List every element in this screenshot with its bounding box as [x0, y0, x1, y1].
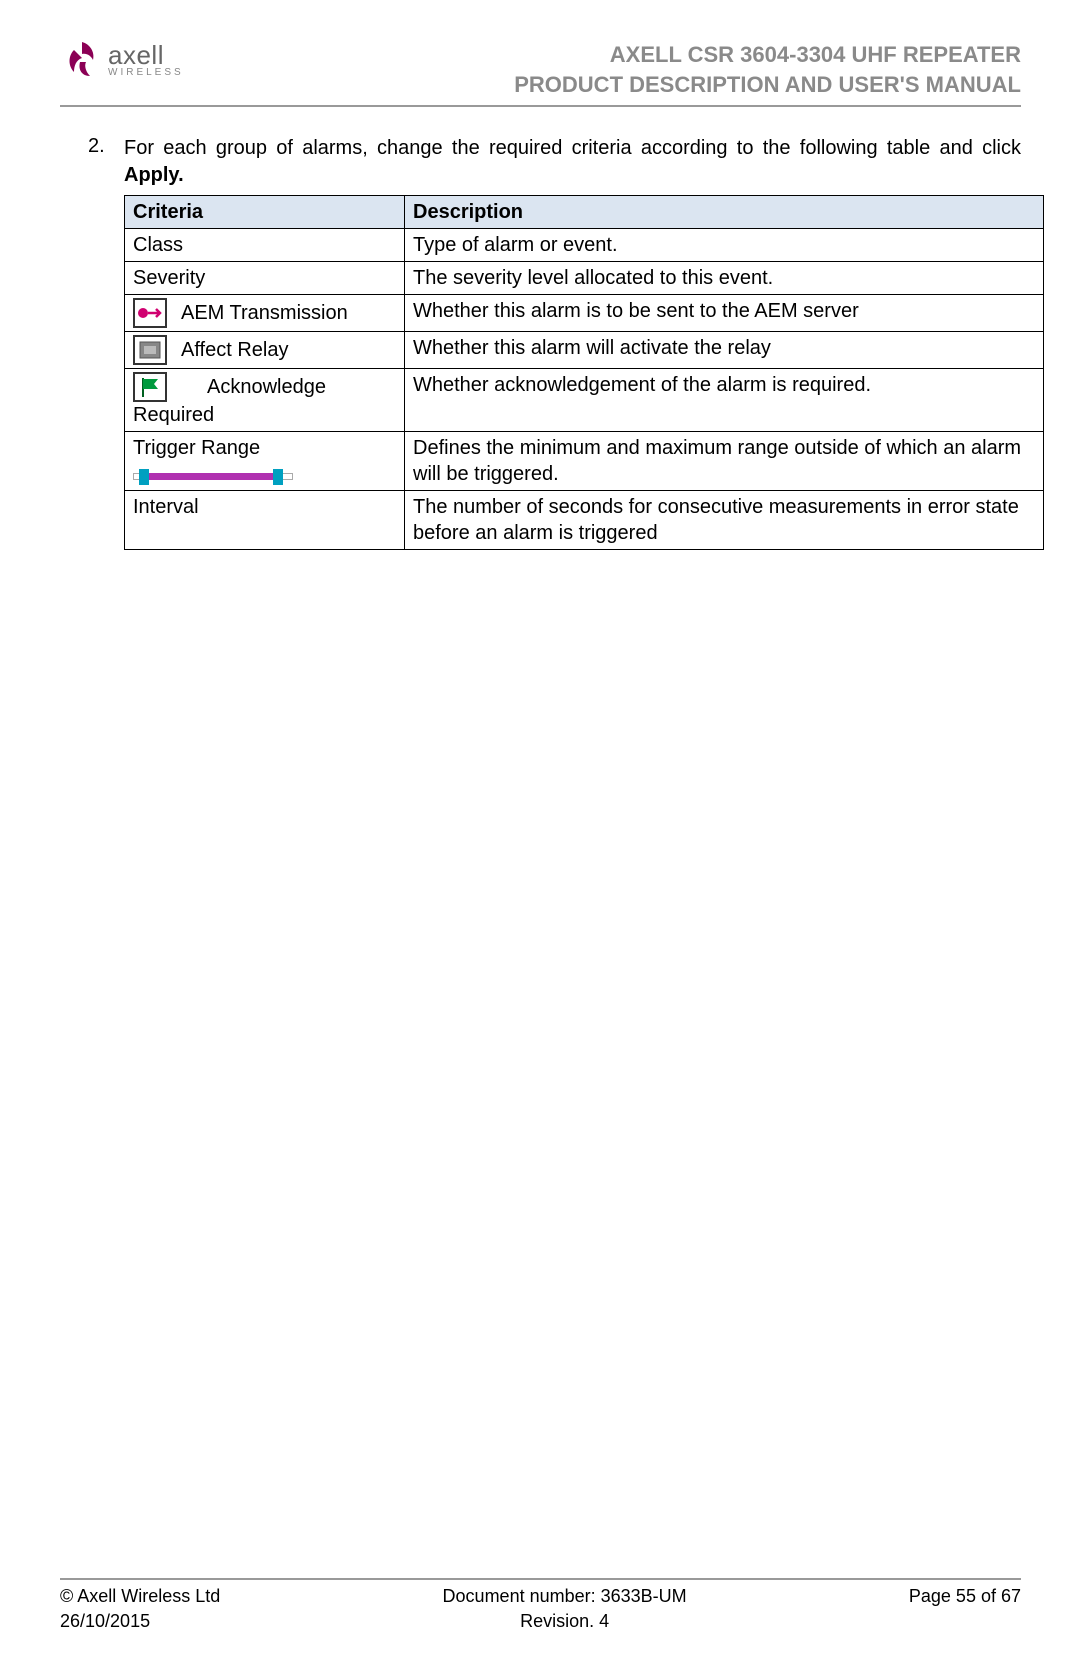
page-header: axell WIRELESS AXELL CSR 3604-3304 UHF R… — [60, 40, 1021, 107]
logo-name: axell — [108, 42, 184, 68]
footer-left: © Axell Wireless Ltd 26/10/2015 — [60, 1584, 220, 1633]
footer-center: Document number: 3633B-UM Revision. 4 — [443, 1584, 687, 1633]
description-cell: Whether this alarm will activate the rel… — [405, 332, 1044, 369]
description-cell: The severity level allocated to this eve… — [405, 262, 1044, 295]
footer-date: 26/10/2015 — [60, 1609, 220, 1633]
description-cell: Whether this alarm is to be sent to the … — [405, 295, 1044, 332]
description-cell: Whether acknowledgement of the alarm is … — [405, 369, 1044, 432]
title-line-1: AXELL CSR 3604-3304 UHF REPEATER — [514, 40, 1021, 70]
logo-subtitle: WIRELESS — [108, 68, 184, 78]
logo: axell WIRELESS — [60, 40, 184, 80]
step-text-bold: Apply. — [124, 164, 184, 186]
footer-right: Page 55 of 67 — [909, 1584, 1021, 1633]
criteria-label-2: Required — [133, 402, 396, 428]
criteria-label: Trigger Range — [133, 435, 396, 461]
description-cell: Defines the minimum and maximum range ou… — [405, 432, 1044, 491]
title-line-2: PRODUCT DESCRIPTION AND USER'S MANUAL — [514, 70, 1021, 100]
copyright: © Axell Wireless Ltd — [60, 1584, 220, 1608]
table-row: Trigger Range Defines the minimum and max… — [125, 432, 1044, 491]
table-row: ClassType of alarm or event. — [125, 229, 1044, 262]
range-slider-icon — [133, 467, 293, 485]
criteria-cell: AcknowledgeRequired — [125, 369, 405, 432]
step-text: For each group of alarms, change the req… — [124, 135, 1021, 189]
doc-number: Document number: 3633B-UM — [443, 1584, 687, 1608]
table-row: IntervalThe number of seconds for consec… — [125, 491, 1044, 550]
table-row: AEM Transmission Whether this alarm is to… — [125, 295, 1044, 332]
document-title: AXELL CSR 3604-3304 UHF REPEATER PRODUCT… — [514, 40, 1021, 99]
criteria-label: Affect Relay — [181, 337, 288, 363]
description-cell: Type of alarm or event. — [405, 229, 1044, 262]
criteria-cell: Class — [125, 229, 405, 262]
table-row: Affect Relay Whether this alarm will acti… — [125, 332, 1044, 369]
description-cell: The number of seconds for consecutive me… — [405, 491, 1044, 550]
col-criteria: Criteria — [125, 196, 405, 229]
page-number: Page 55 of 67 — [909, 1584, 1021, 1608]
criteria-cell: Interval — [125, 491, 405, 550]
criteria-cell: Severity — [125, 262, 405, 295]
page-content: 2. For each group of alarms, change the … — [60, 135, 1021, 1578]
table-row: AcknowledgeRequiredWhether acknowledgeme… — [125, 369, 1044, 432]
flag-icon — [133, 372, 167, 402]
aem-icon — [133, 298, 167, 328]
relay-icon — [133, 335, 167, 365]
table-row: SeverityThe severity level allocated to … — [125, 262, 1044, 295]
criteria-cell: AEM Transmission — [125, 295, 405, 332]
page-footer: © Axell Wireless Ltd 26/10/2015 Document… — [60, 1578, 1021, 1633]
criteria-cell: Trigger Range — [125, 432, 405, 491]
table-header-row: Criteria Description — [125, 196, 1044, 229]
col-description: Description — [405, 196, 1044, 229]
step-number: 2. — [88, 135, 110, 189]
instruction-step: 2. For each group of alarms, change the … — [88, 135, 1021, 189]
criteria-label: AEM Transmission — [181, 300, 348, 326]
revision: Revision. 4 — [443, 1609, 687, 1633]
criteria-label: Acknowledge — [207, 374, 326, 400]
criteria-table: Criteria Description ClassType of alarm … — [124, 195, 1044, 550]
logo-mark-icon — [60, 40, 102, 80]
criteria-cell: Affect Relay — [125, 332, 405, 369]
step-text-body: For each group of alarms, change the req… — [124, 137, 1021, 159]
